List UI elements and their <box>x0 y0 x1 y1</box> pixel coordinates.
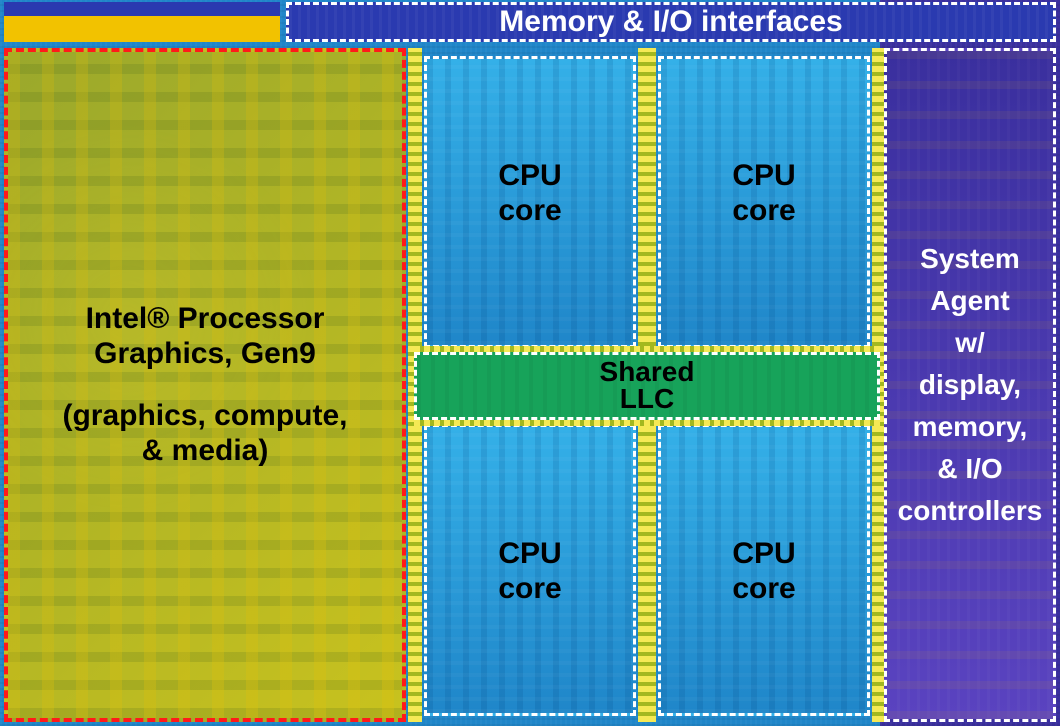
cpu-core-label-l1: CPU <box>498 159 561 194</box>
sa-label-l5: memory, <box>898 406 1043 448</box>
cpu-core-region: CPU core <box>424 56 636 348</box>
shared-llc-region: Shared LLC <box>414 352 880 420</box>
sa-label-l6: & I/O <box>898 448 1043 490</box>
llc-label-l2: LLC <box>600 386 695 413</box>
cpu-core-label-block: CPU core <box>498 537 561 606</box>
sa-label-l4: display, <box>898 364 1043 406</box>
sa-label-l7: controllers <box>898 490 1043 532</box>
system-agent-region: System Agent w/ display, memory, & I/O c… <box>884 48 1056 722</box>
memory-io-region: Memory & I/O interfaces <box>286 2 1056 42</box>
cpu-core-region: CPU core <box>658 424 870 716</box>
system-agent-label-block: System Agent w/ display, memory, & I/O c… <box>898 238 1043 532</box>
cpu-core-label-l1: CPU <box>732 537 795 572</box>
llc-label-block: Shared LLC <box>600 359 695 412</box>
gpu-label-line4: & media) <box>62 434 347 469</box>
cpu-core-label-l1: CPU <box>498 537 561 572</box>
die-diagram: Memory & I/O interfaces Intel® Processor… <box>0 0 1060 726</box>
gpu-label-line1: Intel® Processor <box>62 302 347 337</box>
cpu-core-label-block: CPU core <box>498 159 561 228</box>
cpu-core-label-block: CPU core <box>732 537 795 606</box>
cpu-core-label-l2: core <box>732 572 795 607</box>
sa-label-l2: Agent <box>898 280 1043 322</box>
cpu-core-label-l2: core <box>498 194 561 229</box>
cpu-core-label-l1: CPU <box>732 159 795 194</box>
llc-label-l1: Shared <box>600 359 695 386</box>
cpu-core-label-l2: core <box>732 194 795 229</box>
gpu-label-spacer <box>62 371 347 399</box>
gpu-label-block: Intel® Processor Graphics, Gen9 (graphic… <box>62 302 347 468</box>
cpu-core-label-l2: core <box>498 572 561 607</box>
gpu-region: Intel® Processor Graphics, Gen9 (graphic… <box>4 48 406 722</box>
memory-io-label: Memory & I/O interfaces <box>499 5 842 40</box>
gpu-label-line2: Graphics, Gen9 <box>62 337 347 372</box>
cpu-core-label-block: CPU core <box>732 159 795 228</box>
cpu-core-region: CPU core <box>424 424 636 716</box>
sa-label-l3: w/ <box>898 322 1043 364</box>
gpu-label-line3: (graphics, compute, <box>62 399 347 434</box>
cpu-core-region: CPU core <box>658 56 870 348</box>
gold-corner-bar <box>4 2 280 42</box>
sa-label-l1: System <box>898 238 1043 280</box>
